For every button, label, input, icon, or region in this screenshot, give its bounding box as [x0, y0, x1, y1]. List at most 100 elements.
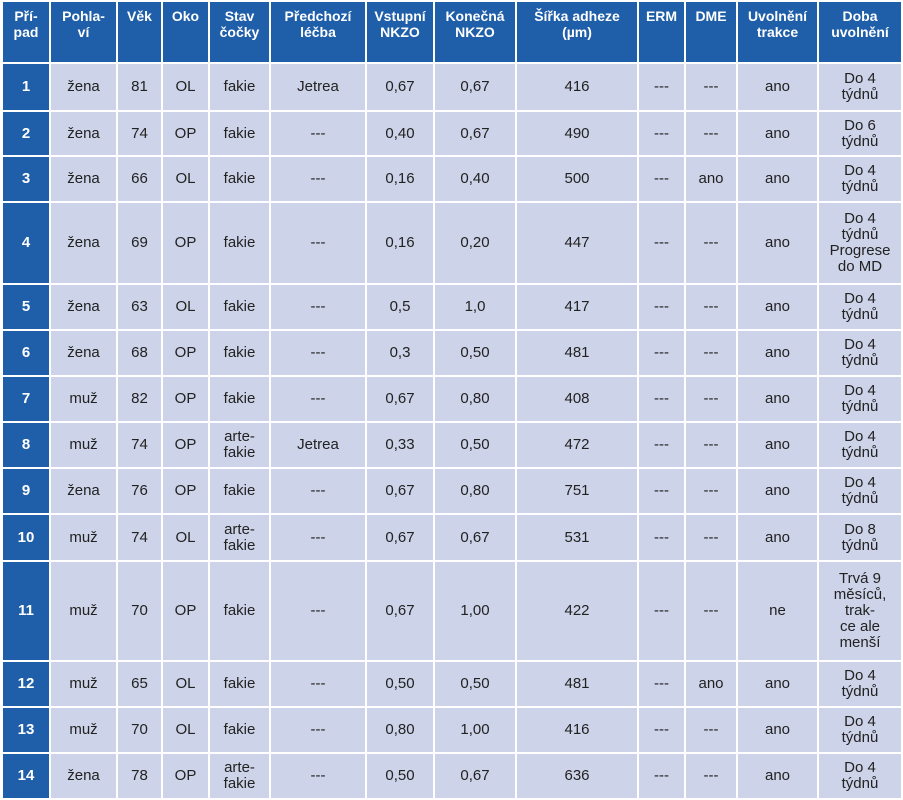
- table-cell: OP: [161, 201, 210, 285]
- table-row: 6 žena 68 OP fakie --- 0,3 0,50 481 --- --- ano Do 4…: [1, 329, 903, 377]
- table-cell: ano: [736, 110, 819, 157]
- table-row: 7 muž 82 OP fakie --- 0,67 0,80 408 --- --- ano Do 4…: [1, 375, 903, 423]
- table-cell: 0,3: [365, 329, 435, 377]
- table-cell: 1,00: [433, 706, 517, 754]
- table-cell: ---: [637, 421, 686, 469]
- table-cell: OP: [161, 329, 210, 377]
- table-cell: ---: [637, 329, 686, 377]
- table-cell: ---: [269, 283, 367, 331]
- table-cell: 0,67: [365, 375, 435, 423]
- table-row: 11 muž 70 OP fakie --- 0,67 1,00 422 --- --- ne Trvá…: [1, 560, 903, 662]
- table-cell: ---: [684, 467, 738, 515]
- table-cell: Do 4 týdnů Progrese do MD: [817, 201, 903, 285]
- table-cell: muž: [49, 375, 118, 423]
- table-cell: žena: [49, 329, 118, 377]
- header-cell: Konečná NKZO: [433, 0, 517, 64]
- table-cell: ne: [736, 560, 819, 662]
- case-number: 14: [1, 752, 51, 800]
- case-number: 6: [1, 329, 51, 377]
- table-cell: fakie: [208, 375, 271, 423]
- table-cell: muž: [49, 706, 118, 754]
- table-cell: 751: [515, 467, 639, 515]
- table-cell: ano: [736, 706, 819, 754]
- table-cell: ---: [269, 329, 367, 377]
- table-cell: 481: [515, 329, 639, 377]
- table-cell: Do 4 týdnů: [817, 706, 903, 754]
- table-cell: ano: [736, 329, 819, 377]
- table-row: 13 muž 70 OL fakie --- 0,80 1,00 416 --- --- ano Do …: [1, 706, 903, 754]
- header-cell: DME: [684, 0, 738, 64]
- table-cell: OP: [161, 110, 210, 157]
- table-cell: žena: [49, 467, 118, 515]
- table-row: 1 žena 81 OL fakie Jetrea 0,67 0,67 416 --- --- ano…: [1, 62, 903, 112]
- table-cell: ano: [736, 155, 819, 203]
- table-cell: 81: [116, 62, 163, 112]
- table-cell: ---: [269, 110, 367, 157]
- table-cell: 500: [515, 155, 639, 203]
- table-cell: ---: [637, 375, 686, 423]
- table-cell: Do 4 týdnů: [817, 752, 903, 800]
- case-number: 12: [1, 660, 51, 708]
- table-cell: 0,50: [433, 329, 517, 377]
- case-number: 4: [1, 201, 51, 285]
- table-cell: žena: [49, 283, 118, 331]
- table-cell: 0,67: [365, 62, 435, 112]
- table-cell: ---: [269, 560, 367, 662]
- table-row: 14 žena 78 OP arte- fakie --- 0,50 0,67 636 --- --…: [1, 752, 903, 800]
- table-cell: 70: [116, 706, 163, 754]
- table-cell: ---: [684, 513, 738, 562]
- table-cell: ---: [637, 513, 686, 562]
- table-cell: muž: [49, 513, 118, 562]
- header-cell: Pohla- ví: [49, 0, 118, 64]
- table-cell: žena: [49, 62, 118, 112]
- table-row: 4 žena 69 OP fakie --- 0,16 0,20 447 --- --- ano Do …: [1, 201, 903, 285]
- table-cell: muž: [49, 421, 118, 469]
- table-cell: 0,5: [365, 283, 435, 331]
- table-cell: Jetrea: [269, 421, 367, 469]
- table-cell: fakie: [208, 706, 271, 754]
- table-cell: OL: [161, 283, 210, 331]
- table-cell: ---: [637, 155, 686, 203]
- case-number: 5: [1, 283, 51, 331]
- header-row: Pří- pad Pohla- ví Věk Oko Stav čočky Předcho…: [1, 0, 903, 64]
- case-number: 2: [1, 110, 51, 157]
- table-cell: arte- fakie: [208, 752, 271, 800]
- table-cell: ---: [684, 421, 738, 469]
- table-row: 3 žena 66 OL fakie --- 0,16 0,40 500 --- ano ano Do …: [1, 155, 903, 203]
- table-cell: žena: [49, 110, 118, 157]
- table-cell: Do 4 týdnů: [817, 421, 903, 469]
- table-cell: ---: [684, 62, 738, 112]
- header-cell: Vstupní NKZO: [365, 0, 435, 64]
- table-cell: ---: [269, 375, 367, 423]
- table-cell: ---: [684, 329, 738, 377]
- table-cell: Do 4 týdnů: [817, 329, 903, 377]
- table-cell: fakie: [208, 110, 271, 157]
- table-cell: fakie: [208, 329, 271, 377]
- table-cell: 636: [515, 752, 639, 800]
- table-row: 10 muž 74 OL arte- fakie --- 0,67 0,67 531 --- ---…: [1, 513, 903, 562]
- case-number: 9: [1, 467, 51, 515]
- table-cell: 0,80: [365, 706, 435, 754]
- table-cell: ---: [637, 110, 686, 157]
- table-cell: ---: [269, 513, 367, 562]
- table-cell: ---: [269, 706, 367, 754]
- header-cell: Oko: [161, 0, 210, 64]
- table-cell: 0,67: [365, 467, 435, 515]
- table-cell: žena: [49, 752, 118, 800]
- table-cell: OL: [161, 513, 210, 562]
- table-cell: 76: [116, 467, 163, 515]
- table-cell: ano: [684, 155, 738, 203]
- table-cell: Do 4 týdnů: [817, 62, 903, 112]
- table-cell: 0,16: [365, 155, 435, 203]
- table-cell: OP: [161, 467, 210, 515]
- case-number: 1: [1, 62, 51, 112]
- table-cell: 0,40: [365, 110, 435, 157]
- table-cell: ---: [684, 110, 738, 157]
- table-cell: ---: [637, 283, 686, 331]
- table-cell: ---: [637, 467, 686, 515]
- table-cell: 0,50: [365, 660, 435, 708]
- table-row: 8 muž 74 OP arte- fakie Jetrea 0,33 0,50 472 --- -…: [1, 421, 903, 469]
- table-cell: 66: [116, 155, 163, 203]
